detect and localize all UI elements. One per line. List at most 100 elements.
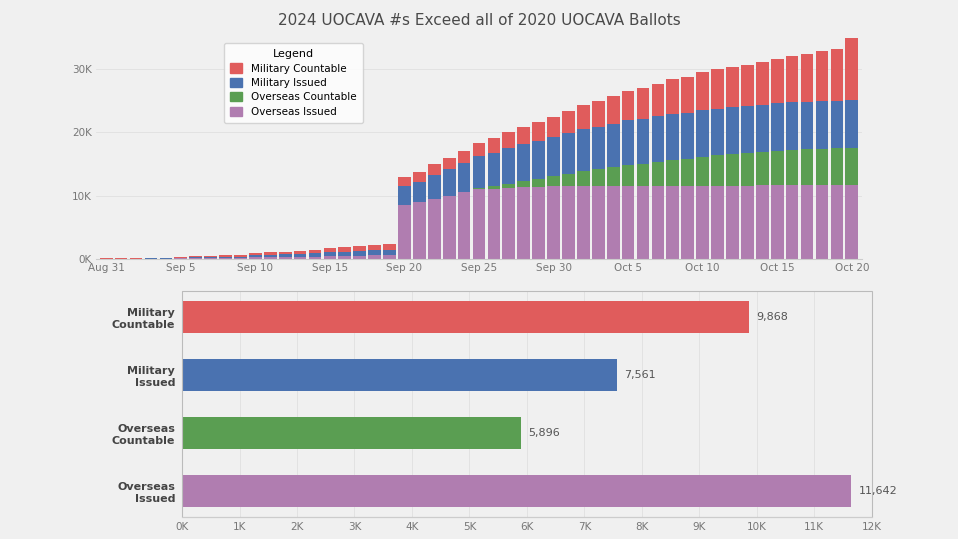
Bar [182,475,852,507]
Bar [324,256,336,259]
Bar [234,257,247,258]
Bar [771,151,784,185]
Bar [279,252,291,254]
Bar [592,186,604,259]
Bar [711,70,724,109]
Bar [368,255,381,259]
Bar [771,103,784,151]
Bar [279,254,291,257]
Bar [472,189,486,259]
Bar [294,254,307,257]
Bar [219,258,232,259]
Bar [308,253,321,257]
Text: 9,868: 9,868 [757,312,788,322]
Bar [472,143,486,156]
Bar [204,256,217,257]
Bar [741,153,754,185]
Bar [338,256,352,259]
Bar [756,105,768,152]
Bar [771,59,784,103]
Bar [547,117,559,137]
Bar [160,258,172,259]
Bar [399,177,411,186]
Bar [204,257,217,258]
Bar [354,251,366,255]
Bar [263,257,277,259]
Bar [726,185,739,259]
Bar [831,49,843,101]
Bar [517,127,530,144]
Bar [592,127,604,169]
Bar [711,109,724,155]
Bar [815,101,829,149]
Bar [219,257,232,258]
Bar [577,129,590,171]
Bar [547,137,559,176]
Bar [383,244,396,250]
Bar [383,255,396,259]
Bar [399,205,411,259]
Bar [801,54,813,102]
Bar [533,178,545,186]
Text: 11,642: 11,642 [858,486,898,496]
Bar [622,186,634,259]
Bar [637,88,650,119]
Bar [562,174,575,186]
Bar [741,185,754,259]
Bar [637,119,650,164]
Bar [667,160,679,186]
Bar [637,186,650,259]
Bar [711,185,724,259]
Bar [622,165,634,186]
Bar [637,164,650,186]
Bar [681,77,695,113]
Bar [696,157,709,186]
Bar [726,67,739,107]
Bar [533,122,545,141]
Bar [234,255,247,257]
Bar [831,148,843,185]
Bar [592,169,604,186]
Bar [651,116,664,162]
Bar [443,169,455,196]
Bar [815,51,829,101]
Bar [428,175,441,199]
Bar [696,186,709,259]
Bar [294,251,307,254]
Bar [517,144,530,181]
Bar [354,255,366,259]
Bar [711,155,724,185]
Bar [801,185,813,259]
Bar [606,123,620,167]
Bar [443,158,455,169]
Bar [428,199,441,259]
Bar [726,107,739,154]
Bar [606,186,620,259]
Bar [174,257,187,258]
Bar [368,250,381,255]
Bar [308,257,321,259]
Bar [503,188,515,259]
Bar [533,186,545,259]
Bar [831,185,843,259]
Bar [428,164,441,175]
Bar [190,257,202,258]
Bar [338,252,352,256]
Legend: Military Countable, Military Issued, Overseas Countable, Overseas Issued: Military Countable, Military Issued, Ove… [223,43,362,123]
Bar [622,120,634,165]
Bar [681,158,695,186]
Bar [249,258,262,259]
Bar [533,141,545,178]
Text: 5,896: 5,896 [529,429,560,438]
Bar [606,167,620,186]
Bar [234,258,247,259]
Bar [368,245,381,250]
Bar [488,153,500,186]
Bar [338,247,352,252]
Bar [182,360,617,391]
Bar [786,102,798,150]
Bar [383,250,396,255]
Bar [279,257,291,259]
Bar [815,185,829,259]
Bar [458,192,470,259]
